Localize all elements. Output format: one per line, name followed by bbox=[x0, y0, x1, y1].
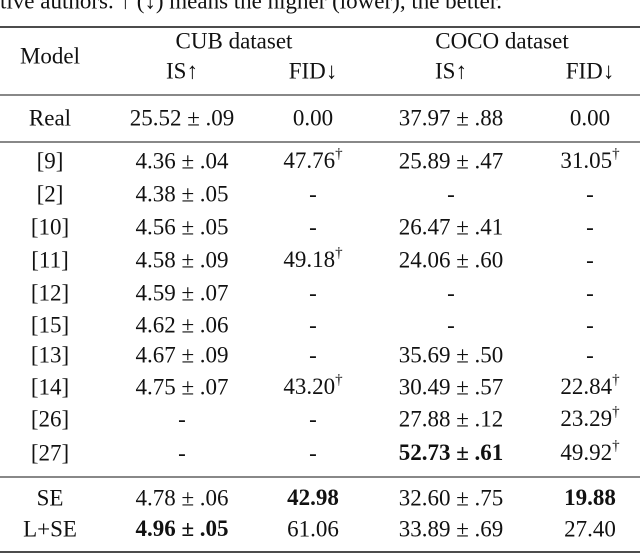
model-name: [10] bbox=[31, 214, 69, 239]
cell-value: 42.98 bbox=[287, 485, 339, 510]
cell-value: 19.88 bbox=[564, 485, 616, 510]
cell: - bbox=[309, 181, 317, 206]
cell: - bbox=[586, 342, 594, 367]
cell: 26.47 ± .41 bbox=[399, 214, 504, 239]
cell: - bbox=[178, 440, 186, 465]
cell: 43.20† bbox=[283, 372, 343, 399]
cell-value: 4.96 ± .05 bbox=[135, 516, 228, 541]
model-name: [26] bbox=[31, 406, 69, 431]
cell: 19.88 bbox=[564, 485, 616, 510]
cell-value: 22.84 bbox=[560, 374, 612, 399]
cell-value: 43.20 bbox=[283, 374, 335, 399]
cell: 4.75 ± .07 bbox=[135, 374, 228, 399]
cell: 27.88 ± .12 bbox=[399, 406, 504, 431]
cell-value: 52.73 ± .61 bbox=[399, 440, 504, 465]
cell: 25.52 ± .09 bbox=[130, 105, 235, 130]
metric-header: FID↓ bbox=[566, 58, 615, 83]
cell: 37.97 ± .88 bbox=[399, 105, 504, 130]
cell-value: 49.18 bbox=[283, 247, 335, 272]
cell: 49.92† bbox=[560, 438, 620, 465]
dagger: † bbox=[335, 372, 343, 388]
group-header: CUB dataset bbox=[176, 28, 294, 53]
cell: - bbox=[447, 181, 455, 206]
cell: 30.49 ± .57 bbox=[399, 374, 504, 399]
cell: 31.05† bbox=[560, 146, 620, 173]
metric-header: FID↓ bbox=[289, 58, 338, 83]
cell: - bbox=[586, 312, 594, 337]
cell: - bbox=[309, 312, 317, 337]
dagger: † bbox=[335, 146, 343, 162]
cell-value: 49.92 bbox=[560, 440, 612, 465]
group-header: COCO dataset bbox=[435, 28, 569, 53]
model-name: [2] bbox=[37, 181, 64, 206]
cell: 0.00 bbox=[293, 105, 333, 130]
cell: - bbox=[586, 214, 594, 239]
cell: 33.89 ± .69 bbox=[399, 516, 504, 541]
model-name: [12] bbox=[31, 280, 69, 305]
model-name: SE bbox=[37, 485, 64, 510]
metric-header: IS↑ bbox=[435, 58, 467, 83]
cell: 32.60 ± .75 bbox=[399, 485, 504, 510]
metric-header: IS↑ bbox=[166, 58, 198, 83]
cell: 0.00 bbox=[570, 105, 610, 130]
cell: 61.06 bbox=[287, 516, 339, 541]
model-name: L+SE bbox=[23, 516, 77, 541]
cell: 47.76† bbox=[283, 146, 343, 173]
cell: 35.69 ± .50 bbox=[399, 342, 504, 367]
cell-value: 31.05 bbox=[560, 148, 612, 173]
cell-value: 23.29 bbox=[560, 406, 612, 431]
cell: 4.58 ± .09 bbox=[135, 247, 228, 272]
cell: - bbox=[309, 406, 317, 431]
dagger: † bbox=[612, 146, 620, 162]
cell: - bbox=[586, 181, 594, 206]
cell: - bbox=[447, 280, 455, 305]
dagger: † bbox=[612, 372, 620, 388]
model-name: [14] bbox=[31, 374, 69, 399]
cell: 42.98 bbox=[287, 485, 339, 510]
model-name: [11] bbox=[31, 247, 68, 272]
model-name: Real bbox=[29, 105, 71, 130]
cell: 23.29† bbox=[560, 404, 620, 431]
cell: 27.40 bbox=[564, 516, 616, 541]
cell: 4.59 ± .07 bbox=[135, 280, 228, 305]
dagger: † bbox=[612, 438, 620, 454]
cell: 52.73 ± .61 bbox=[399, 440, 504, 465]
cell: - bbox=[309, 342, 317, 367]
cell: 4.38 ± .05 bbox=[135, 181, 228, 206]
cell: 49.18† bbox=[283, 245, 343, 272]
model-name: [27] bbox=[31, 440, 69, 465]
cell: 25.89 ± .47 bbox=[399, 148, 504, 173]
cell: - bbox=[309, 280, 317, 305]
cell: - bbox=[178, 406, 186, 431]
caption: tive authors. ↑ (↓) means the higher (lo… bbox=[0, 0, 502, 13]
model-name: [9] bbox=[37, 148, 64, 173]
dagger: † bbox=[335, 245, 343, 261]
cell: 4.62 ± .06 bbox=[135, 312, 228, 337]
cell: - bbox=[309, 214, 317, 239]
cell: 4.67 ± .09 bbox=[135, 342, 228, 367]
cell: - bbox=[447, 312, 455, 337]
model-name: [15] bbox=[31, 312, 69, 337]
cell: 4.96 ± .05 bbox=[135, 516, 228, 541]
model-header: Model bbox=[20, 43, 80, 68]
cell-value: 47.76 bbox=[283, 148, 335, 173]
cell: 4.78 ± .06 bbox=[135, 485, 228, 510]
cell: 4.56 ± .05 bbox=[135, 214, 228, 239]
dagger: † bbox=[612, 404, 620, 420]
cell: 22.84† bbox=[560, 372, 620, 399]
model-name: [13] bbox=[31, 342, 69, 367]
cell: 4.36 ± .04 bbox=[135, 148, 229, 173]
cell: - bbox=[586, 280, 594, 305]
cell: - bbox=[309, 440, 317, 465]
cell: 24.06 ± .60 bbox=[399, 247, 504, 272]
cell: - bbox=[586, 247, 594, 272]
